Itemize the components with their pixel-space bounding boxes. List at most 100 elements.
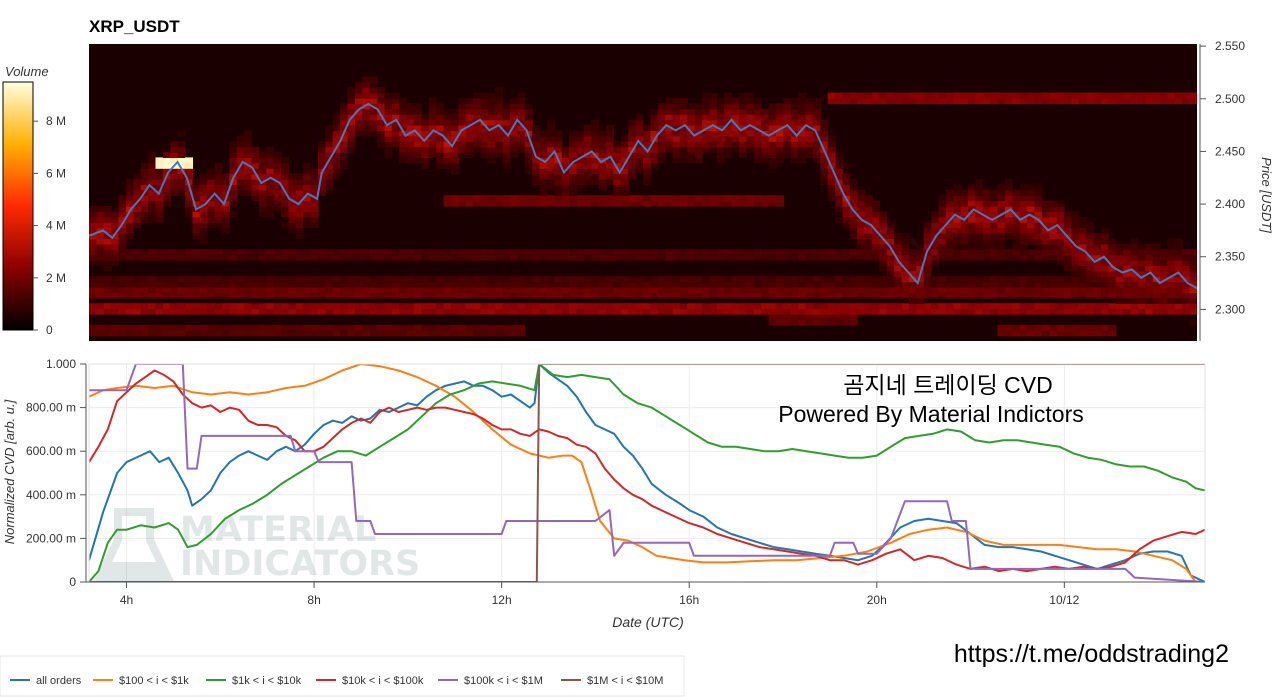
heatmap-cell [871, 308, 880, 315]
heatmap-cell [546, 168, 555, 175]
heatmap-cell [517, 130, 526, 137]
heatmap-cell [982, 287, 991, 293]
heatmap-cell [111, 260, 120, 266]
heatmap-cell [620, 292, 629, 299]
heatmap-cell [665, 103, 674, 110]
heatmap-cell [288, 206, 297, 212]
heatmap-cell [871, 200, 880, 207]
heatmap-cell [362, 308, 371, 315]
heatmap-cell [487, 119, 496, 126]
heatmap-cell [199, 249, 208, 256]
heatmap-cell [1145, 249, 1154, 256]
heatmap-cell [295, 287, 304, 293]
heatmap-cell [554, 292, 563, 299]
heatmap-cell [960, 276, 969, 283]
heatmap-cell [384, 303, 393, 310]
heatmap-cell [975, 206, 984, 212]
heatmap-cell [192, 276, 201, 283]
heatmap-cell [746, 287, 755, 293]
heatmap-cell [332, 276, 341, 283]
heatmap-cell [125, 227, 134, 234]
heatmap-cell [421, 281, 430, 288]
heatmap-cell [96, 249, 105, 256]
heatmap-cell [1049, 227, 1058, 234]
heatmap-cell [162, 195, 171, 202]
heatmap-cell [133, 216, 142, 223]
heatmap-cell [709, 98, 718, 104]
heatmap-cell [1064, 308, 1073, 315]
heatmap-cell [170, 146, 179, 153]
heatmap-cell [214, 303, 223, 310]
heatmap-cell [694, 303, 703, 310]
heatmap-cell [384, 108, 393, 115]
heatmap-cell [399, 287, 408, 293]
heatmap-cell [702, 108, 711, 115]
heatmap-cell [923, 281, 932, 288]
heatmap-cell [886, 92, 895, 99]
heatmap-cell [436, 119, 445, 126]
heatmap-cell [1086, 98, 1095, 104]
heatmap-cell [739, 103, 748, 110]
heatmap-cell [687, 287, 696, 293]
heatmap-cell [295, 189, 304, 196]
heatmap-cell [532, 162, 541, 169]
telegram-link[interactable]: https://t.me/oddstrading2 [954, 640, 1229, 668]
heatmap-cell [849, 206, 858, 212]
heatmap-cell [1027, 330, 1036, 337]
heatmap-cell [665, 276, 674, 283]
heatmap-cell [1027, 189, 1036, 196]
heatmap-cell [480, 292, 489, 299]
heatmap-cell [1078, 216, 1087, 223]
heatmap-cell [938, 206, 947, 212]
heatmap-cell [1086, 292, 1095, 299]
heatmap-cell [761, 292, 770, 299]
heatmap-cell [576, 195, 585, 202]
heatmap-cell [849, 184, 858, 191]
heatmap-cell [982, 227, 991, 234]
cvd-series-line-1 [89, 364, 1205, 582]
heatmap-cell [480, 141, 489, 148]
heatmap-cell [118, 308, 127, 315]
heatmap-cell [665, 98, 674, 104]
heatmap-cell [938, 211, 947, 218]
heatmap-cell [945, 243, 954, 250]
heatmap-cell [938, 233, 947, 239]
heatmap-cell [1189, 308, 1197, 315]
heatmap-cell [148, 157, 157, 164]
heatmap-cell [812, 98, 821, 104]
heatmap-cell [325, 141, 334, 148]
heatmap-cell [458, 281, 467, 288]
heatmap-cell [982, 216, 991, 223]
heatmap-cell [524, 130, 533, 137]
heatmap-cell [236, 152, 245, 158]
heatmap-cell [768, 200, 777, 207]
heatmap-cell [251, 249, 260, 256]
heatmap-cell [1130, 303, 1139, 310]
heatmap-cell [162, 249, 171, 256]
heatmap-cell [199, 200, 208, 207]
heatmap-cell [1056, 92, 1065, 99]
heatmap-cell [384, 330, 393, 337]
heatmap-cell [229, 292, 238, 299]
heatmap-cell [879, 92, 888, 99]
heatmap-cell [849, 200, 858, 207]
heatmap-cell [1004, 330, 1013, 337]
heatmap-cell [812, 292, 821, 299]
heatmap-cell [288, 195, 297, 202]
heatmap-cell [177, 162, 186, 169]
heatmap-cell [1056, 276, 1065, 283]
heatmap-cell [340, 162, 349, 169]
heatmap-cell [894, 276, 903, 283]
heatmap-cell [975, 233, 984, 239]
heatmap-cell [546, 276, 555, 283]
heatmap-cell [857, 292, 866, 299]
heatmap-cell [871, 292, 880, 299]
heatmap-cell [473, 98, 482, 104]
heatmap-cell [325, 254, 334, 261]
heatmap-cell [1056, 287, 1065, 293]
heatmap-cell [731, 281, 740, 288]
heatmap-cell [487, 276, 496, 283]
heatmap-cell [170, 249, 179, 256]
heatmap-cell [192, 249, 201, 256]
heatmap-cell [968, 254, 976, 261]
